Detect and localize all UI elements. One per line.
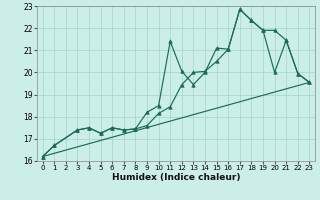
X-axis label: Humidex (Indice chaleur): Humidex (Indice chaleur): [112, 173, 240, 182]
